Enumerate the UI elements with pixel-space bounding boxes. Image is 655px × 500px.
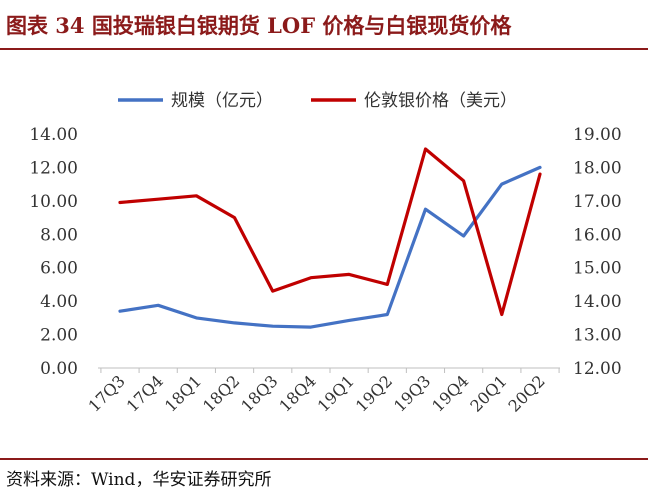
source-note: 资料来源：Wind，华安证券研究所 (6, 470, 272, 490)
legend-label: 规模（亿元） (171, 91, 273, 111)
x-axis-tick-label: 19Q4 (428, 371, 472, 415)
x-axis-tick-label: 18Q3 (237, 371, 281, 415)
x-axis (98, 367, 560, 373)
left-axis-tick-labels: 0.00 2.00 4.00 6.00 8.00 10.00 12.00 14.00 (29, 125, 78, 379)
x-axis-tick-label: 18Q4 (275, 371, 319, 415)
x-axis-tick-label: 18Q1 (161, 371, 205, 415)
legend-label: 伦敦银价格（美元） (364, 91, 517, 111)
left-axis-tick-label: 10.00 (29, 192, 78, 212)
left-axis-tick-label: 0.00 (40, 359, 78, 379)
right-axis-tick-label: 14.00 (573, 292, 622, 312)
left-axis-tick-label: 6.00 (40, 259, 78, 279)
silver-price-line (118, 147, 542, 317)
right-axis-tick-label: 12.00 (573, 359, 622, 379)
right-axis-tick-label: 16.00 (573, 225, 622, 245)
left-axis-tick-label: 12.00 (29, 158, 78, 178)
right-axis-tick-label: 13.00 (573, 326, 622, 346)
left-axis-tick-label: 2.00 (40, 326, 78, 346)
left-axis-tick-label: 4.00 (40, 292, 78, 312)
x-axis-tick-label: 20Q1 (466, 371, 510, 415)
fund-size-line (118, 165, 542, 329)
x-axis-tick-label: 18Q2 (199, 371, 243, 415)
series-lines (118, 147, 542, 329)
x-axis-tick-labels: 17Q317Q418Q118Q218Q318Q419Q119Q219Q319Q4… (85, 371, 549, 415)
right-axis-tick-label: 19.00 (573, 125, 622, 145)
x-axis-tick-label: 17Q3 (85, 371, 129, 415)
x-axis-tick-label: 17Q4 (123, 371, 167, 415)
x-axis-tick-label: 19Q2 (352, 371, 396, 415)
figure-title: 图表 34 国投瑞银白银期货 LOF 价格与白银现货价格 (6, 13, 512, 38)
right-axis-tick-label: 18.00 (573, 158, 622, 178)
title-divider (0, 48, 648, 50)
right-axis-tick-label: 17.00 (573, 192, 622, 212)
x-axis-tick-label: 20Q2 (505, 371, 549, 415)
right-axis-tick-labels: 12.00 13.00 14.00 15.00 16.00 17.00 18.00 19.00 (573, 125, 622, 379)
x-axis-tick-label: 19Q3 (390, 371, 434, 415)
chart-legend: 规模（亿元） 伦敦银价格（美元） (118, 91, 517, 111)
left-axis-tick-label: 14.00 (29, 125, 78, 145)
footer-divider (0, 458, 648, 460)
right-axis-tick-label: 15.00 (573, 259, 622, 279)
x-axis-tick-label: 19Q1 (314, 371, 358, 415)
left-axis-tick-label: 8.00 (40, 225, 78, 245)
